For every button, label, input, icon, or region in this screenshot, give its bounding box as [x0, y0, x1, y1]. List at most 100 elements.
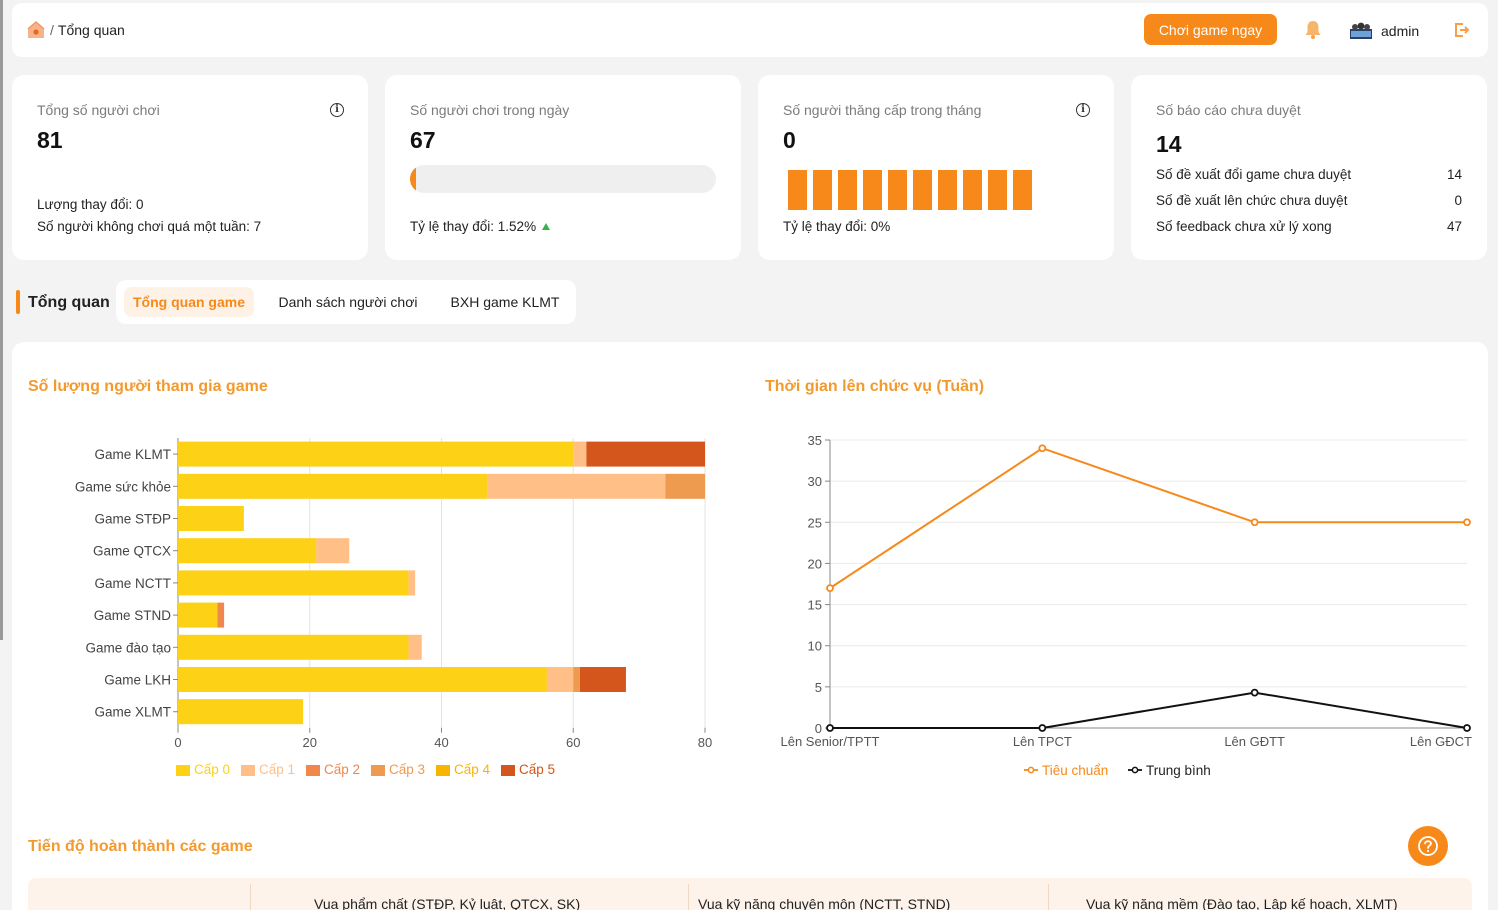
- category-label: Game KLMT: [94, 447, 171, 462]
- series-line: [829, 447, 1467, 589]
- change-rate-text: Tỷ lệ thay đổi: 1.52%: [410, 219, 537, 234]
- bar-segment: [178, 634, 409, 660]
- series-line: [830, 691, 1468, 729]
- legend-label: Cấp 5: [519, 762, 555, 777]
- x-tick-label: 20: [303, 735, 317, 750]
- step-bar: [813, 170, 832, 210]
- stat-value: 81: [37, 127, 63, 153]
- breadcrumb-separator: /: [50, 22, 54, 38]
- play-game-button[interactable]: Chơi game ngay: [1144, 14, 1277, 45]
- report-label: Số đề xuất lên chức chưa duyệt: [1156, 193, 1348, 208]
- step-bar: [788, 170, 807, 210]
- bar-segment: [487, 473, 666, 499]
- legend-swatch: [241, 765, 255, 776]
- x-tick-label: Lên GĐCT: [1410, 734, 1472, 749]
- stat-card-total-players: Tổng số người chơi i 81 Lượng thay đổi: …: [12, 75, 368, 260]
- legend-marker: [1027, 766, 1035, 774]
- report-row: Số feedback chưa xử lý xong 47: [1156, 219, 1462, 234]
- help-icon: [1418, 836, 1438, 856]
- bar-segment: [665, 473, 705, 499]
- legend-label: Cấp 2: [324, 762, 360, 777]
- category-label: Game NCTT: [94, 576, 171, 591]
- avatar[interactable]: [1350, 21, 1372, 39]
- y-tick-label: 30: [808, 474, 822, 489]
- stat-value: 67: [410, 127, 436, 153]
- daily-progress-bar: [410, 165, 716, 193]
- tab-game-overview[interactable]: Tổng quan game: [124, 287, 254, 317]
- bar-segment: [546, 667, 574, 692]
- legend-label: Cấp 4: [454, 762, 491, 777]
- bar-segment: [178, 570, 409, 596]
- step-bar: [1013, 170, 1032, 210]
- data-point: [1463, 518, 1471, 527]
- legend-swatch: [371, 765, 385, 776]
- category-label: Game đào tạo: [85, 640, 171, 655]
- stat-value: 0: [783, 127, 796, 153]
- bar-segment: [316, 538, 350, 564]
- report-row: Số đề xuất đổi game chưa duyệt 14: [1156, 167, 1462, 182]
- progress-title: Tiến độ hoàn thành các game: [28, 838, 253, 855]
- x-tick-label: 80: [698, 735, 712, 750]
- stat-inactive: Số người không chơi quá một tuần: 7: [37, 219, 262, 234]
- stat-change-rate: Tỷ lệ thay đổi: 0%: [783, 219, 891, 234]
- report-count: 14: [1446, 167, 1462, 182]
- section-accent-bar: [16, 290, 20, 314]
- legend-swatch: [176, 765, 190, 776]
- bar-segment: [178, 441, 574, 467]
- x-tick-label: Lên GĐTT: [1224, 734, 1285, 749]
- info-icon[interactable]: i: [1076, 103, 1090, 117]
- stat-card-daily-players: Số người chơi trong ngày 67 Tỷ lệ thay đ…: [385, 75, 741, 260]
- step-bar: [913, 170, 932, 210]
- line-chart-title: Thời gian lên chức vụ (Tuần): [765, 378, 985, 395]
- data-point: [826, 584, 834, 593]
- x-tick-label: 60: [566, 735, 580, 750]
- progress-column-header: Vua phẩm chất (STĐP, Kỷ luật, QTCX, SK): [314, 896, 581, 910]
- y-tick-label: 5: [815, 680, 822, 695]
- stat-card-pending-reports: Số báo cáo chưa duyệt 14 Số đề xuất đổi …: [1131, 75, 1487, 260]
- bar-segment: [573, 667, 580, 692]
- home-icon[interactable]: [26, 20, 46, 40]
- progress-column-header: Vua kỹ năng mềm (Đào tạo, Lập kế hoạch, …: [1086, 896, 1398, 910]
- report-count: 0: [1454, 193, 1462, 208]
- stat-value: 14: [1156, 131, 1182, 157]
- x-tick-label: 40: [434, 735, 448, 750]
- help-button[interactable]: [1408, 826, 1448, 866]
- column-divider: [1048, 884, 1049, 910]
- y-tick-label: 10: [808, 639, 822, 654]
- bar-segment: [178, 538, 317, 564]
- bar-segment: [408, 634, 422, 660]
- user-name[interactable]: admin: [1381, 23, 1420, 39]
- bar-segment: [178, 667, 547, 692]
- breadcrumb: / Tổng quan: [26, 20, 125, 40]
- legend-label: Cấp 1: [259, 762, 295, 777]
- x-tick-label: Lên Senior/TPTT: [781, 734, 880, 749]
- column-divider: [688, 884, 689, 910]
- info-icon[interactable]: i: [330, 103, 344, 117]
- stat-label: Số người chơi trong ngày: [410, 102, 570, 118]
- bell-icon[interactable]: [1304, 20, 1322, 40]
- category-label: Game QTCX: [93, 544, 171, 559]
- tab-player-list[interactable]: Danh sách người chơi: [278, 294, 418, 310]
- data-point: [1250, 518, 1259, 527]
- step-bar: [838, 170, 857, 210]
- bar-segment: [178, 473, 488, 499]
- bar-segment: [217, 602, 225, 628]
- data-point: [826, 724, 834, 732]
- y-tick-label: 20: [808, 556, 822, 571]
- legend-marker: [1131, 766, 1139, 774]
- tab-bar: Tổng quan game Danh sách người chơi BXH …: [116, 280, 576, 324]
- category-label: Game sức khỏe: [75, 479, 171, 494]
- report-count: 47: [1446, 219, 1462, 234]
- logout-icon[interactable]: [1452, 21, 1470, 39]
- legend-swatch: [436, 765, 450, 776]
- legend-label: Cấp 0: [194, 762, 230, 777]
- bar-segment: [579, 667, 626, 692]
- step-bars: [788, 170, 1032, 210]
- tab-klmt-ranking[interactable]: BXH game KLMT: [450, 294, 560, 310]
- data-point: [1038, 444, 1047, 453]
- step-bar: [888, 170, 907, 210]
- category-label: Game STND: [94, 608, 172, 623]
- report-row: Số đề xuất lên chức chưa duyệt 0: [1156, 193, 1462, 208]
- bar-segment: [408, 570, 416, 596]
